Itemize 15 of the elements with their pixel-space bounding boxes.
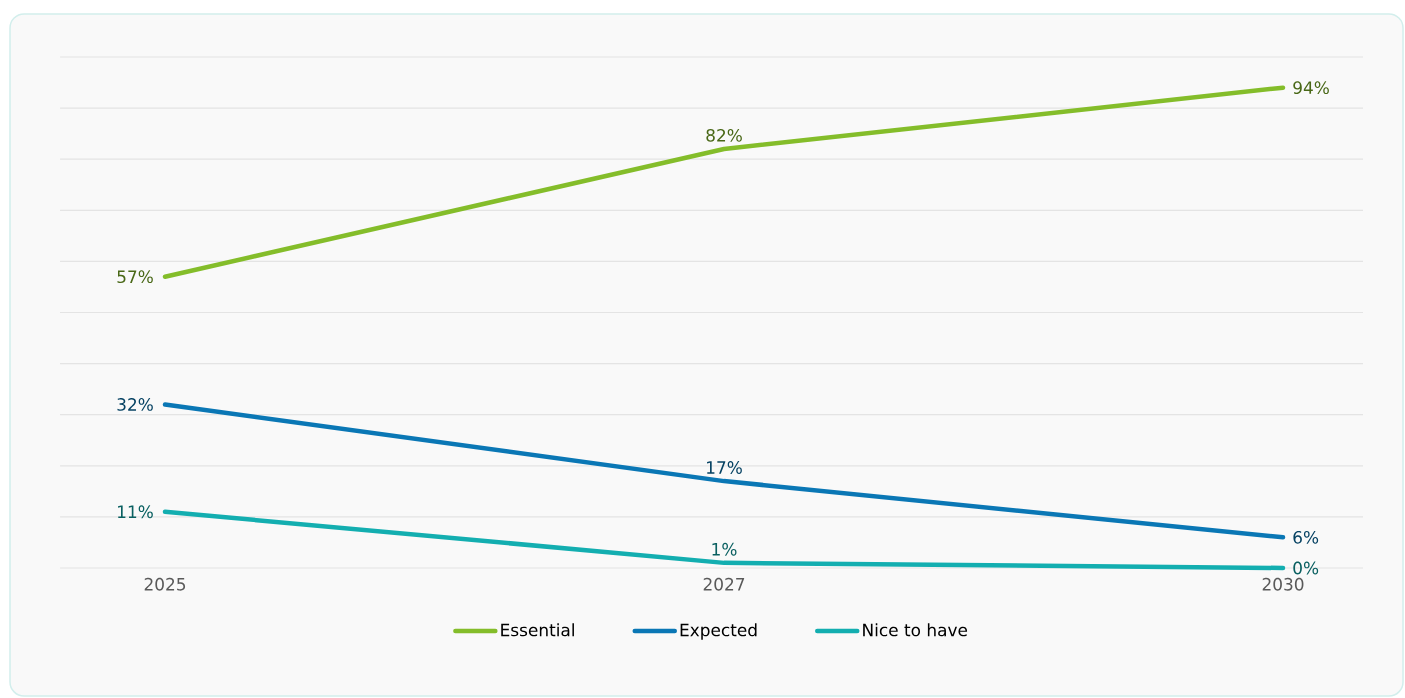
data-label: 57% bbox=[117, 270, 153, 284]
data-label: 6% bbox=[1293, 530, 1319, 544]
x-tick-label: 2030 bbox=[1262, 577, 1304, 591]
legend-label: Nice to have bbox=[863, 623, 968, 637]
data-label: 94% bbox=[1293, 81, 1329, 95]
x-tick-label: 2027 bbox=[703, 577, 745, 591]
x-tick-label: 2025 bbox=[144, 577, 186, 591]
data-label: 0% bbox=[1293, 561, 1319, 575]
data-label: 17% bbox=[707, 461, 742, 474]
data-label: 32% bbox=[117, 398, 153, 411]
legend-label: Expected bbox=[680, 623, 757, 640]
data-label: 82% bbox=[706, 128, 742, 142]
data-label: 11% bbox=[118, 505, 153, 519]
legend-label: Essential bbox=[501, 623, 574, 637]
data-label: 1% bbox=[712, 542, 737, 556]
